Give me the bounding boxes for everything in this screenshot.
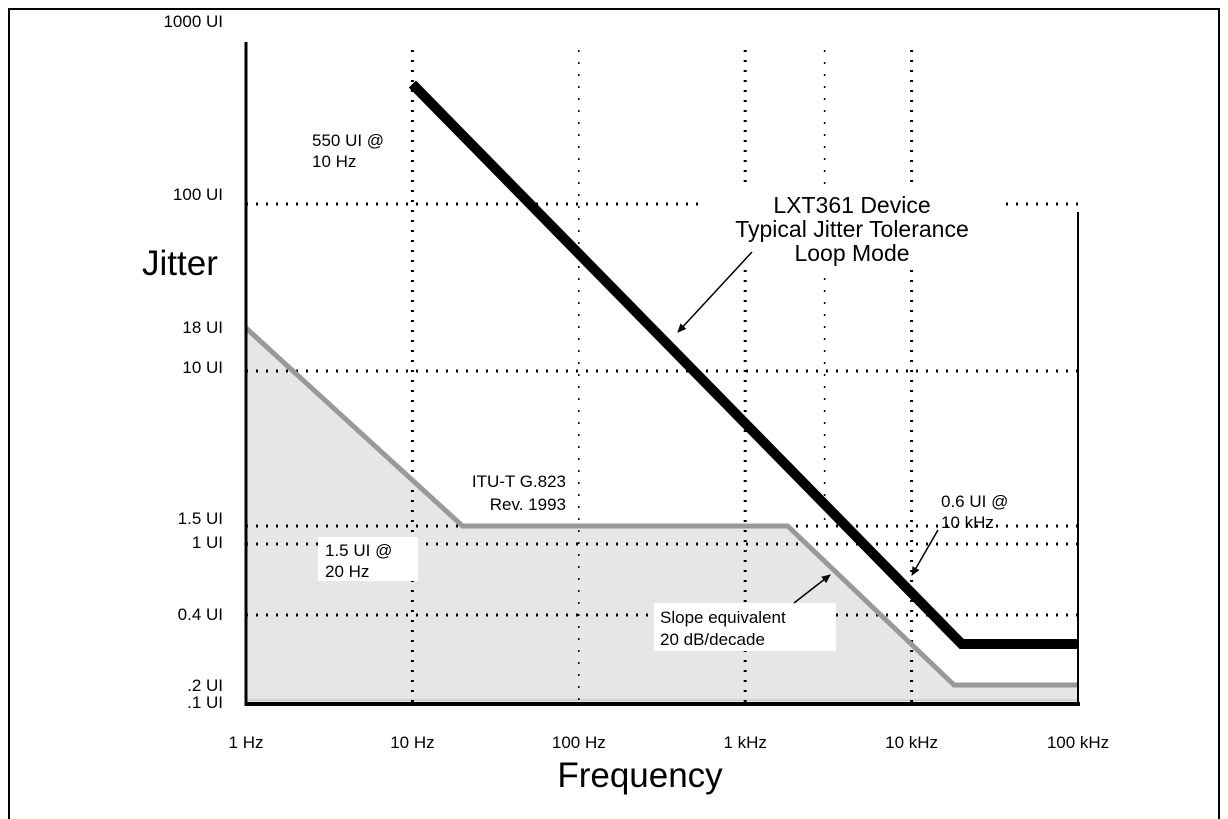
x-tick-label: 1 kHz [723, 733, 766, 752]
lxt361-tolerance-line [408, 80, 1078, 650]
annotation-lxt: Typical Jitter Tolerance [735, 216, 969, 242]
slope-arrow [793, 574, 831, 604]
a06-arrow [911, 529, 939, 576]
y-tick-label: 100 UI [173, 185, 223, 204]
annotation-bg [654, 603, 836, 651]
x-tick-label: 100 kHz [1047, 733, 1109, 752]
y-tick-label: 1 UI [192, 533, 223, 552]
y-tick-label: 18 UI [182, 318, 223, 337]
x-tick-label: 10 kHz [885, 733, 938, 752]
lxt-arrow [677, 251, 753, 333]
y-axis-title: Jitter [142, 244, 218, 283]
y-tick-label: .1 UI [187, 693, 223, 712]
annotation-itu: ITU-T G.823 [472, 472, 566, 491]
x-tick-label: 100 Hz [552, 733, 606, 752]
annotation-bg [318, 537, 418, 581]
annotation-lxt: LXT361 Device [773, 192, 930, 218]
y-tick-label: 0.4 UI [178, 605, 223, 624]
annotation-a06: 0.6 UI @ [941, 492, 1008, 511]
annotation-a550: 10 Hz [312, 152, 356, 171]
y-tick-label: 10 UI [182, 358, 223, 377]
annotation-a550: 550 UI @ [312, 131, 384, 150]
annotation-slope: 20 dB/decade [660, 630, 765, 649]
y-tick-label: .2 UI [187, 676, 223, 695]
itu-g823-mask-line [244, 326, 1078, 688]
annotation-slope: Slope equivalent [660, 608, 786, 627]
y-tick-label: 1000 UI [163, 12, 223, 31]
annotation-a15: 1.5 UI @ [325, 541, 392, 560]
x-axis-title: Frequency [557, 756, 723, 795]
annotation-a15: 20 Hz [325, 562, 369, 581]
annotation-itu: Rev. 1993 [490, 495, 566, 514]
annotation-a06: 10 kHz [941, 513, 994, 532]
x-tick-label: 1 Hz [229, 733, 264, 752]
annotation-lxt: Loop Mode [794, 240, 909, 266]
x-tick-label: 10 Hz [390, 733, 434, 752]
itu-mask-area [246, 328, 1078, 704]
y-tick-label: 1.5 UI [178, 509, 223, 528]
figure-frame [8, 8, 1220, 819]
